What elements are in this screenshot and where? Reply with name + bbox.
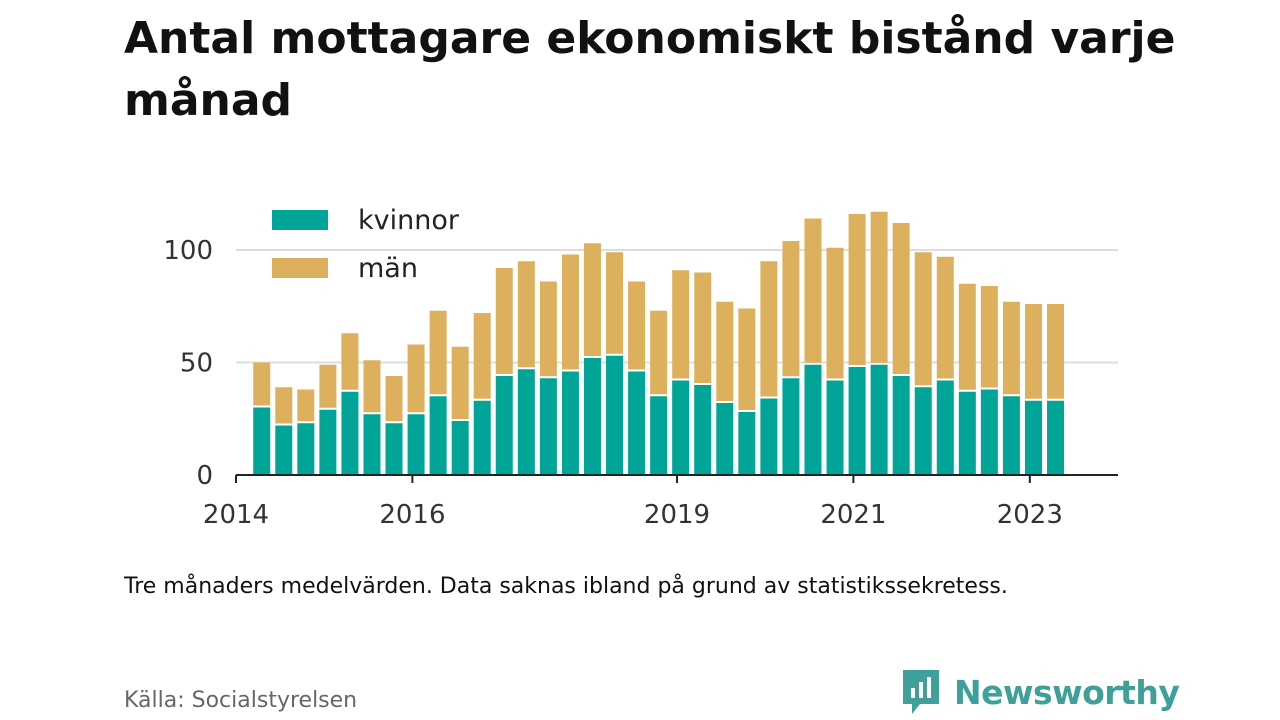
- stacked-bar-chart: 0 50 100 2014 2016 2019 2021 2023: [163, 211, 1118, 530]
- bar-man: [385, 376, 403, 422]
- bar-kvinnor: [980, 389, 998, 475]
- legend-swatch-man: [272, 258, 328, 278]
- y-tick-label: 0: [196, 461, 213, 491]
- bar-man: [1024, 304, 1042, 399]
- bar-man: [451, 346, 469, 419]
- bar-man: [716, 301, 734, 401]
- bar-kvinnor: [848, 367, 866, 475]
- bar-man: [782, 241, 800, 377]
- source-label: Källa: Socialstyrelsen: [124, 688, 358, 713]
- bar-man: [738, 308, 756, 410]
- bar-man: [1002, 301, 1020, 395]
- bar-man: [539, 281, 557, 377]
- x-tick-label: 2016: [379, 500, 445, 530]
- bar-man: [892, 223, 910, 374]
- bar-kvinnor: [738, 412, 756, 475]
- legend: kvinnor män: [272, 196, 459, 292]
- bar-man: [958, 283, 976, 390]
- bar-kvinnor: [429, 396, 447, 475]
- bar-man: [760, 261, 778, 397]
- y-tick-label: 50: [180, 349, 213, 379]
- bar-kvinnor: [958, 391, 976, 475]
- x-tick-label: 2021: [820, 500, 886, 530]
- bar-kvinnor: [826, 380, 844, 475]
- bar-man: [319, 364, 337, 408]
- bar-kvinnor: [539, 378, 557, 475]
- bar-man: [694, 272, 712, 383]
- newsworthy-logo[interactable]: Newsworthy: [900, 668, 1180, 716]
- legend-item-kvinnor: kvinnor: [272, 196, 459, 244]
- bar-kvinnor: [870, 364, 888, 475]
- bar-man: [804, 218, 822, 363]
- bar-kvinnor: [583, 358, 601, 475]
- bar-man: [363, 360, 381, 413]
- bar-kvinnor: [628, 371, 646, 475]
- bar-man: [407, 344, 425, 413]
- bar-man: [1047, 304, 1065, 399]
- bar-man: [495, 268, 513, 374]
- bar-man: [936, 256, 954, 379]
- legend-label-kvinnor: kvinnor: [358, 204, 459, 236]
- bar-man: [429, 310, 447, 395]
- bar-kvinnor: [319, 409, 337, 475]
- bar-kvinnor: [694, 385, 712, 475]
- bar-kvinnor: [606, 355, 624, 475]
- bar-kvinnor: [253, 407, 271, 475]
- bar-man: [980, 286, 998, 388]
- bar-kvinnor: [451, 421, 469, 475]
- bar-man: [583, 243, 601, 356]
- bar-man: [341, 333, 359, 390]
- bar-kvinnor: [1002, 396, 1020, 475]
- bar-kvinnor: [672, 380, 690, 475]
- bar-kvinnor: [407, 414, 425, 475]
- bar-man: [473, 313, 491, 399]
- x-tick-label: 2019: [644, 500, 710, 530]
- bar-kvinnor: [561, 371, 579, 475]
- bar-kvinnor: [297, 423, 315, 475]
- legend-item-man: män: [272, 244, 459, 292]
- bar-kvinnor: [275, 425, 293, 475]
- legend-swatch-kvinnor: [272, 210, 328, 230]
- chart-note: Tre månaders medelvärden. Data saknas ib…: [124, 574, 1008, 599]
- bar-man: [297, 389, 315, 422]
- bar-man: [275, 387, 293, 424]
- newsworthy-logo-icon: [903, 670, 939, 714]
- x-tick-label: 2014: [203, 500, 269, 530]
- y-tick-label: 100: [163, 236, 213, 266]
- bar-kvinnor: [385, 423, 403, 475]
- bar-man: [914, 252, 932, 386]
- bar-kvinnor: [495, 376, 513, 475]
- bar-man: [672, 270, 690, 379]
- x-tick-label: 2023: [997, 500, 1063, 530]
- bar-man: [561, 254, 579, 370]
- bar-man: [848, 214, 866, 365]
- bar-man: [517, 261, 535, 368]
- bar-kvinnor: [716, 403, 734, 475]
- chart-title: Antal mottagare ekonomiskt bistånd varje…: [124, 13, 1176, 126]
- bar-kvinnor: [760, 398, 778, 475]
- bar-man: [628, 281, 646, 370]
- bar-man: [650, 310, 668, 395]
- bar-kvinnor: [914, 387, 932, 475]
- bar-man: [606, 252, 624, 354]
- bar-kvinnor: [1047, 400, 1065, 475]
- bar-kvinnor: [363, 414, 381, 475]
- bar-man: [253, 362, 271, 406]
- bar-kvinnor: [936, 380, 954, 475]
- newsworthy-logo-text: Newsworthy: [954, 672, 1180, 712]
- bar-kvinnor: [892, 376, 910, 475]
- bar-kvinnor: [782, 378, 800, 475]
- bar-kvinnor: [804, 364, 822, 475]
- bar-kvinnor: [1024, 400, 1042, 475]
- bar-man: [870, 211, 888, 363]
- bar-kvinnor: [473, 400, 491, 475]
- bar-kvinnor: [517, 369, 535, 475]
- legend-label-man: män: [358, 252, 418, 284]
- bar-kvinnor: [341, 391, 359, 475]
- bar-man: [826, 247, 844, 379]
- bar-kvinnor: [650, 396, 668, 475]
